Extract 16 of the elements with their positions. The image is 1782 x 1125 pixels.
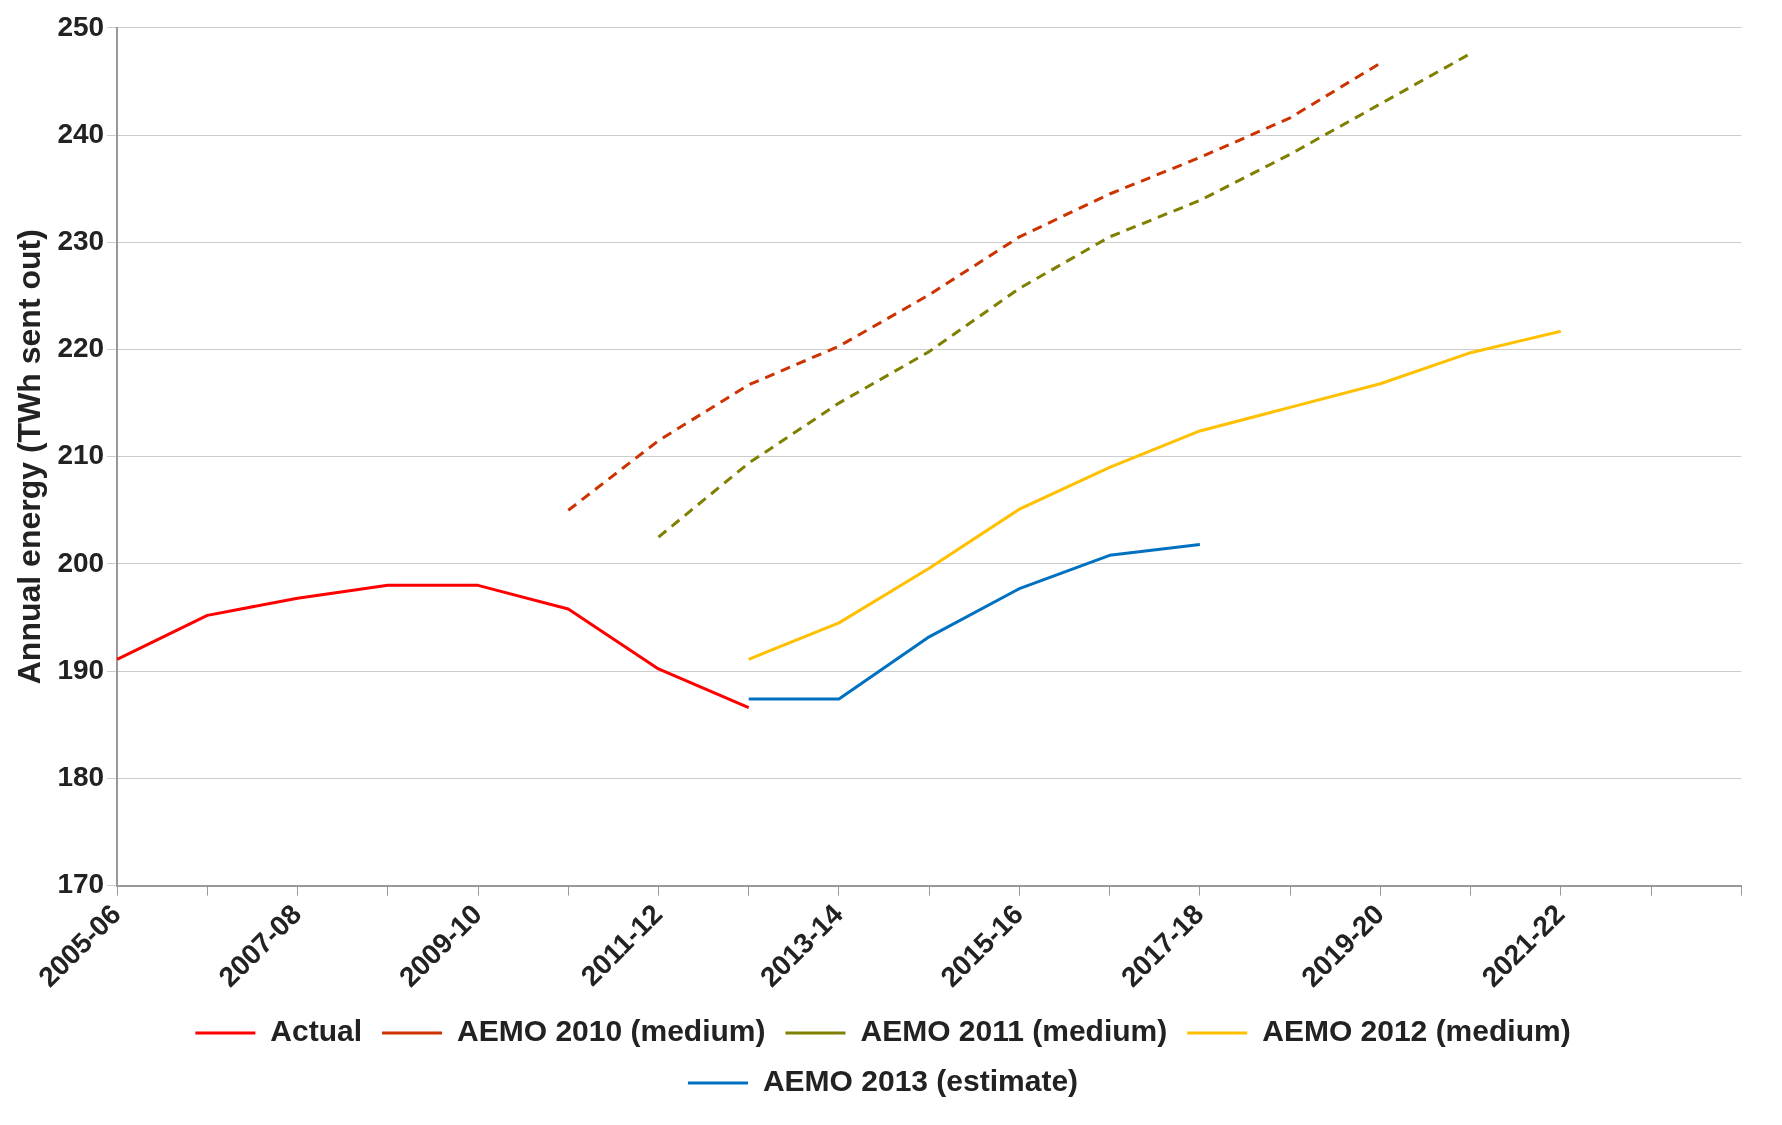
y-tick-label: 200 xyxy=(57,546,105,578)
legend-label: AEMO 2013 (estimate) xyxy=(762,1064,1079,1098)
y-tick-label: 250 xyxy=(57,10,105,42)
legend-label: AEMO 2011 (medium) xyxy=(860,1014,1168,1048)
y-tick-label: 180 xyxy=(57,761,105,793)
y-tick-label: 190 xyxy=(57,653,105,685)
y-tick-label: 210 xyxy=(57,439,105,471)
y-axis-title: Annual energy (TWh sent out) xyxy=(11,229,48,685)
legend-label: AEMO 2010 (medium) xyxy=(457,1014,766,1048)
y-tick-label: 220 xyxy=(57,332,105,364)
y-tick-label: 170 xyxy=(57,868,105,900)
y-tick-label: 230 xyxy=(57,224,105,256)
y-tick-label: 240 xyxy=(57,117,105,149)
legend-label: Actual xyxy=(270,1014,363,1048)
legend-label: AEMO 2012 (medium) xyxy=(1262,1014,1571,1048)
line-series xyxy=(566,61,1382,512)
